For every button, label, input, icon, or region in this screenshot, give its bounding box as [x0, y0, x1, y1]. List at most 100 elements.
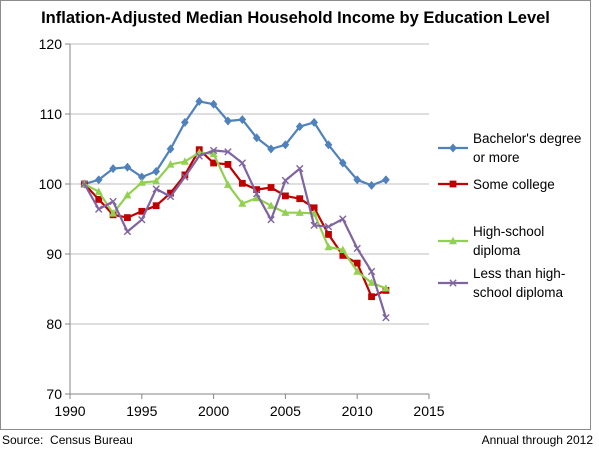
series-4: [80, 146, 390, 322]
series-4-point-1999: [195, 152, 203, 160]
series-line-1: [84, 100, 387, 187]
x-tick-label-1995: 1995: [126, 403, 157, 419]
series-4-point-2007: [310, 221, 318, 229]
series-4-point-1995-stroke-b: [138, 216, 146, 224]
series-1: [80, 96, 390, 190]
legend-marker-1: [449, 143, 457, 153]
series-2: [80, 146, 390, 301]
legend-label-3-line-2: diploma: [473, 243, 521, 258]
series-4-point-2008-stroke-b: [324, 223, 333, 231]
series-3-point-2010: [353, 267, 362, 275]
series-4-point-2000-stroke-b: [209, 146, 218, 155]
series-4-point-2004: [267, 216, 275, 224]
series-3-point-1994: [123, 191, 132, 199]
series-4-point-2012: [382, 314, 390, 322]
series-3-point-2000: [209, 149, 218, 158]
series-1-point-2001: [224, 116, 232, 126]
series-4-point-2005-stroke-b: [281, 176, 290, 185]
series-3-point-2004: [267, 201, 276, 209]
series-4-point-2006-stroke-b: [296, 164, 304, 173]
y-tick-label-110: 110: [40, 106, 63, 122]
series-4-point-1996-stroke-b: [152, 185, 160, 193]
series-3-point-2006: [295, 208, 304, 216]
series-4-point-2008: [324, 223, 333, 231]
series-4-point-2002-stroke-b: [238, 159, 247, 167]
series-2-point-2005: [282, 192, 289, 200]
series-line-3: [83, 151, 387, 290]
series-4-point-2006: [296, 164, 304, 173]
series-4-point-1998: [181, 173, 189, 181]
x-tick-label-2015: 2015: [413, 403, 444, 419]
series-1-point-1993: [109, 164, 118, 174]
legend-marker-3: [449, 236, 457, 245]
series-4-point-1992: [95, 205, 103, 213]
x-tick-label-2005: 2005: [270, 403, 301, 419]
series-1-point-2005: [281, 140, 290, 150]
series-1-point-2010: [353, 175, 362, 185]
legend-item-2: Some college: [438, 177, 555, 192]
series-2-point-2006: [296, 195, 304, 203]
series-4-point-1992-stroke-b: [95, 205, 103, 213]
y-tick-label-100: 100: [39, 176, 63, 192]
x-tick-label-2000: 2000: [198, 403, 229, 419]
series-line-2: [83, 148, 387, 298]
series-3: [80, 148, 390, 292]
series-4-point-2012-stroke-b: [382, 314, 390, 322]
series-4-point-1991-stroke-b: [80, 180, 89, 188]
series-2-point-1995: [138, 207, 146, 215]
series-3-point-2011: [367, 278, 376, 286]
legend-marker-4: [449, 279, 457, 287]
series-2-point-1997: [167, 189, 174, 197]
series-4-point-2001-stroke-b: [224, 148, 232, 156]
series-1-point-2009: [338, 158, 347, 168]
series-2-point-1996: [152, 202, 160, 210]
series-4-point-2003: [252, 190, 261, 198]
x-tick-label-2010: 2010: [342, 403, 373, 419]
series-4-point-2000: [209, 146, 218, 155]
series-1-point-2006: [295, 122, 304, 132]
series-4-point-1995: [138, 216, 146, 224]
series-3-point-2008: [324, 242, 333, 251]
series-4-point-2009: [339, 215, 347, 223]
series-2-point-2007: [310, 204, 318, 212]
series-3-point-1993: [109, 209, 118, 217]
legend-item-3: High-school diploma: [438, 224, 544, 258]
series-2-point-2004: [267, 184, 275, 191]
series-4-point-1999-stroke-b: [195, 152, 203, 160]
legend-marker-2: [449, 180, 457, 188]
legend-label-1-line-2: or more: [473, 150, 520, 165]
series-4-point-2011: [367, 267, 376, 276]
legend: Bachelor's degree or more Some college High…: [438, 131, 581, 300]
legend-label-1-line-1: Bachelor's degree: [473, 131, 581, 146]
series-4-point-1994-stroke-b: [123, 227, 132, 236]
series-4-point-1991: [80, 180, 89, 188]
legend-item-1: Bachelor's degree or more: [438, 131, 581, 165]
legend-item-4: Less than high-school diploma: [438, 266, 565, 300]
series-4-point-2007-stroke-b: [310, 221, 318, 229]
series-4-point-1994: [123, 227, 132, 236]
series-4-point-2010: [353, 244, 361, 253]
series-3-point-1997: [166, 160, 175, 168]
chart-title: Inflation-Adjusted Median Household Inco…: [41, 9, 550, 27]
legend-label-4-line-1: Less than high-: [473, 266, 565, 281]
series-line-4: [83, 149, 387, 319]
series-4-point-2004-stroke-b: [267, 216, 275, 224]
series-1-point-2008: [324, 140, 333, 150]
series-3-point-1998: [180, 157, 189, 165]
series-4-point-2009-stroke-b: [339, 215, 347, 223]
y-tick-label-90: 90: [46, 246, 62, 262]
series-2-point-1992: [95, 196, 103, 203]
source-note: Source: Census Bureau: [2, 433, 133, 447]
series-1-point-1999: [195, 96, 204, 106]
series-3-point-2002: [238, 199, 247, 207]
series-1-point-2007: [310, 117, 319, 127]
axis-layer: 70 80 90 100 110 120 1990 1995 2000 2005 2010 2015: [39, 36, 445, 419]
series-1-point-2012: [381, 175, 390, 185]
series-4-point-1997: [166, 192, 175, 201]
series-2-point-2009: [339, 252, 347, 259]
series-4-point-1997-stroke-b: [166, 192, 175, 201]
series-3-point-2009: [338, 245, 347, 253]
series-3-point-2001: [223, 180, 232, 188]
legend-marker-4-stroke-b: [449, 279, 457, 287]
